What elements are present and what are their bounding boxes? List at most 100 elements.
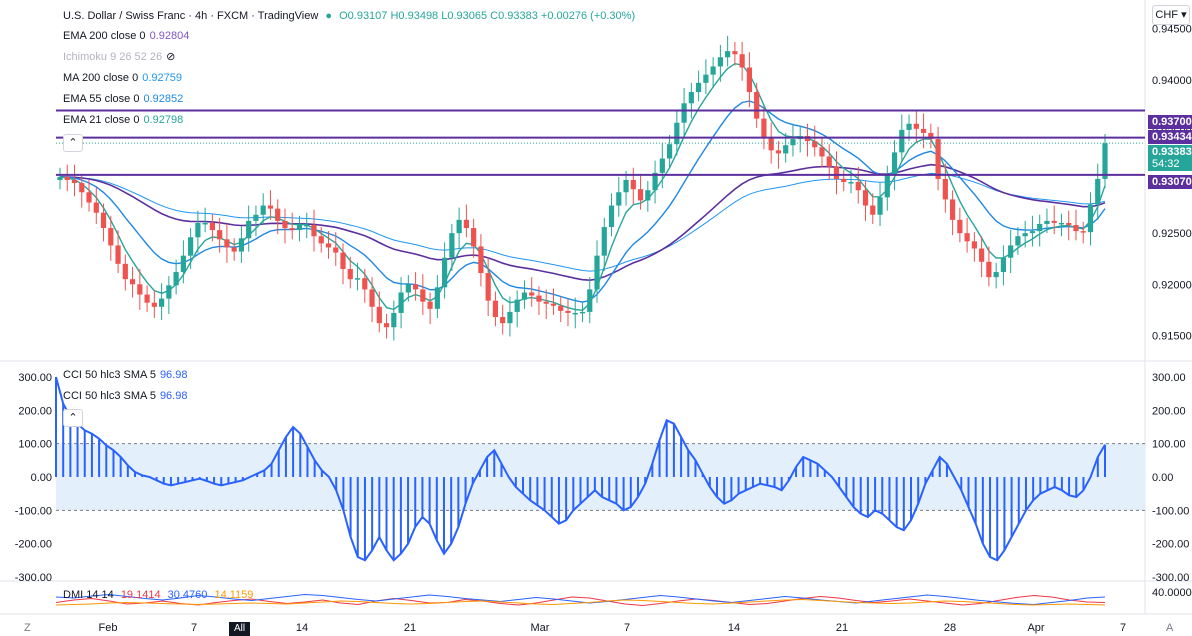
candle-body: [1008, 245, 1014, 258]
candle-body: [717, 57, 723, 67]
candle-body: [166, 285, 172, 299]
candle-body: [572, 312, 578, 315]
timezone-button[interactable]: Z: [24, 622, 31, 634]
candle-body: [57, 176, 63, 180]
candle-body: [463, 219, 469, 229]
candle-body: [180, 255, 186, 273]
symbol-header[interactable]: U.S. Dollar / Swiss Franc · 4h · FXCM · …: [63, 9, 639, 23]
candle-body: [899, 129, 905, 153]
candle-body: [485, 273, 491, 301]
candle-body: [122, 263, 128, 280]
candle-body: [775, 150, 782, 154]
candle-body: [231, 247, 237, 252]
time-tick-label: Feb: [99, 622, 118, 634]
ema200-line: [59, 163, 1106, 282]
candle-body: [260, 205, 266, 215]
candle-body: [64, 176, 70, 180]
candle-body: [492, 300, 499, 318]
candle-body: [340, 252, 346, 269]
candle-body: [100, 212, 107, 229]
candle-body: [362, 278, 368, 290]
candle-body: [920, 128, 927, 133]
legend-value: 96.98: [159, 390, 188, 402]
price-tick-label: 0.94500: [1152, 24, 1192, 36]
currency-label: CHF: [1155, 9, 1179, 21]
time-tick-label: 7: [1120, 622, 1126, 634]
time-tick-label: 21: [836, 622, 848, 634]
all-range-highlight[interactable]: All: [229, 622, 251, 636]
candle-body: [986, 261, 992, 278]
candle-body: [739, 54, 745, 68]
candle-body: [819, 147, 825, 157]
candle-body: [935, 139, 941, 179]
price-tick-label: 0.92000: [1152, 279, 1192, 291]
candle-body: [1066, 222, 1072, 225]
cci-tick-label: 200.00: [1152, 405, 1186, 417]
candle-body: [238, 238, 245, 252]
candle-body: [783, 145, 789, 154]
candle-body: [311, 224, 317, 237]
cci-legend-2[interactable]: CCI 50 hlc3 SMA 5 96.98: [63, 389, 191, 403]
legend-ichimoku[interactable]: Ichimoku 9 26 52 26 ⊘: [63, 50, 179, 64]
legend-ema21[interactable]: EMA 21 close 0 0.92798: [63, 113, 187, 127]
price-label-level: 0.93434: [1148, 130, 1192, 144]
candle-body: [129, 279, 136, 285]
candle-body: [500, 317, 506, 324]
candle-body: [761, 118, 767, 139]
legend-ma200[interactable]: MA 200 close 0 0.92759: [63, 71, 186, 85]
cci-tick-label-left: -200.00: [15, 539, 52, 551]
cci-tick-label-left: 200.00: [18, 405, 52, 417]
legend-ema200[interactable]: EMA 200 close 0 0.92804: [63, 29, 193, 43]
candle-body: [725, 51, 731, 58]
candle-body: [478, 246, 484, 274]
cci-band: [56, 443, 1145, 511]
legend-value: 14.1159: [214, 589, 254, 601]
candle-body: [202, 222, 208, 225]
candle-body: [282, 220, 288, 229]
candle-body: [790, 139, 796, 146]
candle-body: [188, 237, 194, 256]
candle-body: [1058, 222, 1065, 225]
candle-body: [681, 103, 687, 123]
collapse-cci-button[interactable]: ⌃: [63, 409, 83, 427]
candle-body: [616, 192, 622, 206]
candle-body: [587, 289, 593, 312]
candle-body: [608, 205, 615, 228]
market-open-icon: ●: [325, 10, 333, 22]
candle-body: [993, 272, 999, 278]
candle-body: [674, 122, 680, 145]
candle-body: [507, 311, 513, 324]
candle-body: [383, 323, 390, 328]
candle-body: [659, 158, 665, 173]
candle-body: [964, 233, 970, 242]
candle-body: [217, 230, 223, 240]
candle-body: [1029, 231, 1036, 234]
eye-off-icon[interactable]: ⊘: [166, 51, 176, 63]
currency-selector[interactable]: CHF ▾: [1152, 5, 1190, 25]
candle-body: [354, 278, 361, 280]
auto-scale-button[interactable]: A: [1166, 622, 1174, 634]
legend-label: CCI 50 hlc3 SMA 5: [63, 390, 156, 402]
candle-body: [862, 190, 869, 206]
collapse-legend-button[interactable]: ⌃: [63, 134, 83, 152]
candle-body: [942, 178, 948, 200]
legend-ema55[interactable]: EMA 55 close 0 0.92852: [63, 92, 187, 106]
ohlc-values: O0.93107 H0.93498 L0.93065 C0.93383 +0.0…: [339, 10, 636, 22]
cci-line: [55, 376, 1106, 562]
candle-body: [529, 292, 535, 296]
dmi-legend[interactable]: DMI 14 14 19.1414 30.4760 14.1159: [63, 588, 257, 602]
cci-legend-1[interactable]: CCI 50 hlc3 SMA 5 96.98: [63, 368, 191, 382]
legend-label: EMA 200 close 0: [63, 30, 146, 42]
candle-body: [405, 284, 411, 293]
candle-body: [1102, 143, 1108, 179]
candle-body: [550, 303, 557, 306]
candle-body: [543, 301, 549, 304]
time-tick-label: 7: [624, 622, 630, 634]
candle-body: [115, 245, 121, 264]
candle-body: [304, 224, 310, 227]
candle-body: [79, 183, 85, 193]
legend-value: 19.1414: [120, 589, 161, 601]
candle-body: [224, 239, 230, 248]
candle-body: [420, 289, 426, 302]
